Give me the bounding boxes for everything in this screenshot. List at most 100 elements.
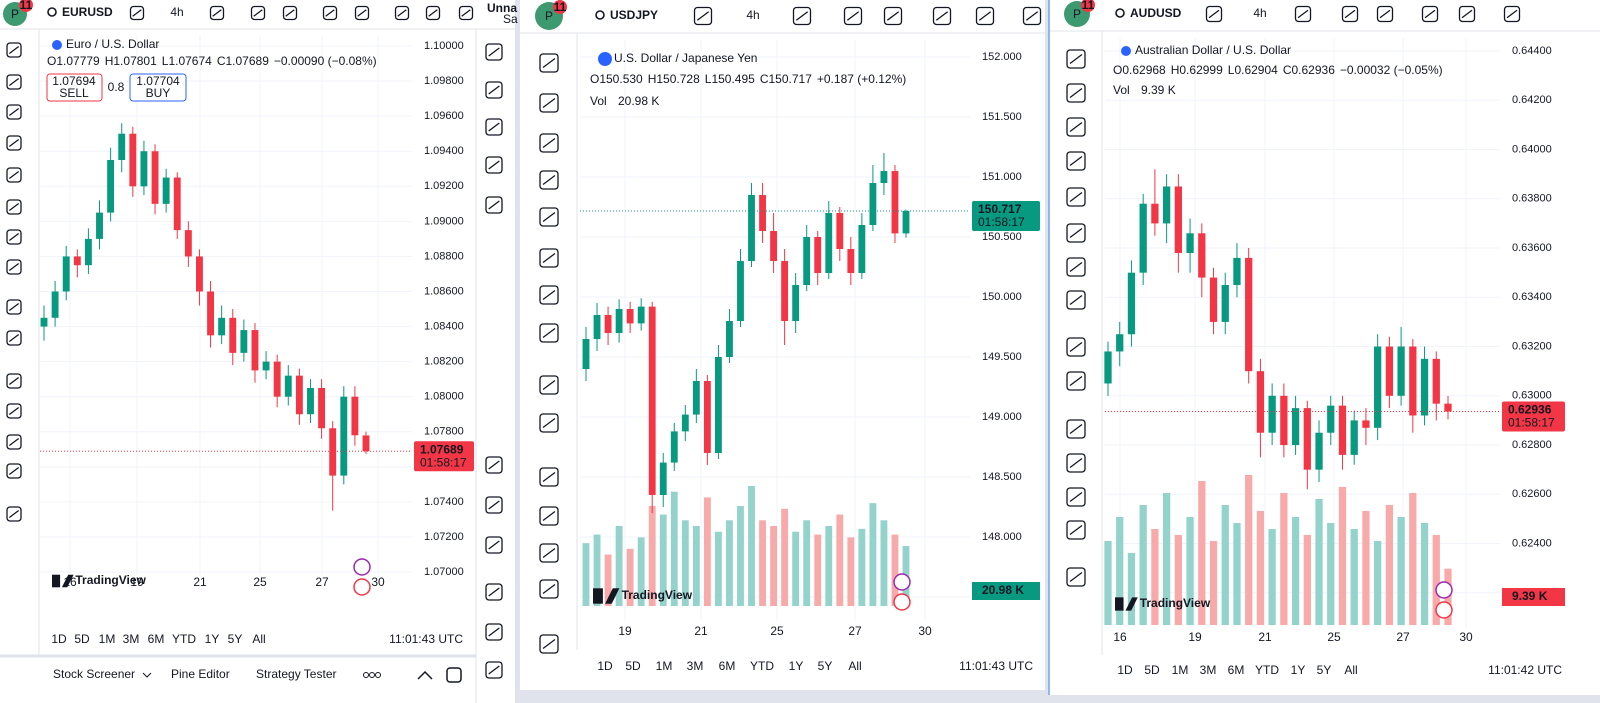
event-icon[interactable] [353,558,371,576]
range-button[interactable]: 5D [625,659,641,673]
range-button[interactable]: 6M [148,632,165,646]
tool-icon[interactable] [6,42,22,58]
tool-icon[interactable] [485,43,503,61]
symbol[interactable]: AUDUSD [1130,6,1182,20]
range-button[interactable]: 1D [51,632,67,646]
tool-icon[interactable] [6,135,22,151]
sell-button[interactable] [46,73,103,102]
range-button[interactable]: All [252,632,265,646]
maximize-icon[interactable] [446,667,462,683]
range-button[interactable]: 5D [74,632,90,646]
tool-icon[interactable] [539,467,559,487]
tool-icon[interactable] [6,403,22,419]
range-button[interactable]: 6M [719,659,736,673]
more-icon[interactable] [363,672,381,678]
tool-icon[interactable] [6,167,22,183]
range-button[interactable]: 1D [1117,663,1133,677]
tool-icon[interactable] [1503,5,1521,23]
tool-icon[interactable] [932,6,952,26]
layout-name[interactable]: Unna [487,1,517,15]
tool-icon[interactable] [1421,5,1439,23]
tool-icon[interactable] [1066,419,1086,439]
tool-icon[interactable] [485,661,503,679]
event-icon[interactable] [1435,581,1453,599]
tool-icon[interactable] [1066,151,1086,171]
tool-icon[interactable] [425,5,441,21]
tool-icon[interactable] [6,330,22,346]
search-icon[interactable] [595,10,605,20]
tool-icon[interactable] [322,5,338,21]
range-button[interactable]: All [1344,663,1357,677]
tool-icon[interactable] [975,6,995,26]
event-icon[interactable] [893,573,911,591]
collapse-icon[interactable] [417,670,433,680]
tool-icon[interactable] [6,74,22,90]
tool-icon[interactable] [6,259,22,275]
tool-icon[interactable] [458,5,474,21]
tool-icon[interactable] [1066,257,1086,277]
tool-icon[interactable] [539,543,559,563]
symbol[interactable]: EURUSD [62,5,113,19]
tool-icon[interactable] [485,456,503,474]
tool-icon[interactable] [539,207,559,227]
footer-tab[interactable]: Strategy Tester [256,667,336,681]
tool-icon[interactable] [1294,5,1312,23]
footer-tab[interactable]: Stock Screener [53,667,135,681]
range-button[interactable]: 5Y [228,632,243,646]
search-icon[interactable] [1115,8,1125,18]
tool-icon[interactable] [539,93,559,113]
tool-icon[interactable] [1066,487,1086,507]
tool-icon[interactable] [792,6,812,26]
range-button[interactable]: 5Y [818,659,833,673]
tool-icon[interactable] [485,156,503,174]
tool-icon[interactable] [539,375,559,395]
range-button[interactable]: 1M [1172,663,1189,677]
tool-icon[interactable] [129,5,145,21]
range-button[interactable]: YTD [1255,663,1279,677]
tool-icon[interactable] [1066,49,1086,69]
range-button[interactable]: YTD [172,632,196,646]
tool-icon[interactable] [394,5,410,21]
tool-icon[interactable] [539,323,559,343]
tool-icon[interactable] [539,53,559,73]
tool-icon[interactable] [485,196,503,214]
tool-icon[interactable] [6,434,22,450]
range-button[interactable]: 1D [597,659,613,673]
tool-icon[interactable] [539,413,559,433]
flag-icon[interactable] [1435,601,1453,619]
range-button[interactable]: 1M [656,659,673,673]
buy-button[interactable] [129,73,187,102]
tool-icon[interactable] [539,634,559,654]
range-button[interactable]: All [848,659,861,673]
tool-icon[interactable] [354,5,370,21]
tool-icon[interactable] [6,229,22,245]
symbol[interactable]: USDJPY [610,8,658,22]
tool-icon[interactable] [1066,371,1086,391]
range-button[interactable]: 6M [1228,663,1245,677]
range-button[interactable]: 1M [99,632,116,646]
tool-icon[interactable] [1066,117,1086,137]
tool-icon[interactable] [1066,187,1086,207]
tool-icon[interactable] [250,5,266,21]
tool-icon[interactable] [1022,6,1042,26]
tool-icon[interactable] [1205,5,1223,23]
tool-icon[interactable] [1066,567,1086,587]
tool-icon[interactable] [1066,290,1086,310]
tool-icon[interactable] [485,623,503,641]
tool-icon[interactable] [1341,5,1359,23]
tool-icon[interactable] [883,6,903,26]
tool-icon[interactable] [539,285,559,305]
range-button[interactable]: YTD [750,659,774,673]
interval[interactable]: 4h [746,8,759,22]
footer-tab[interactable]: Pine Editor [171,667,230,681]
tool-icon[interactable] [539,170,559,190]
flag-icon[interactable] [353,578,371,596]
tool-icon[interactable] [1066,520,1086,540]
tool-icon[interactable] [485,81,503,99]
tool-icon[interactable] [209,5,225,21]
tool-icon[interactable] [6,506,22,522]
tool-icon[interactable] [1376,5,1394,23]
tool-icon[interactable] [539,133,559,153]
interval[interactable]: 4h [1253,6,1266,20]
search-icon[interactable] [47,7,57,17]
